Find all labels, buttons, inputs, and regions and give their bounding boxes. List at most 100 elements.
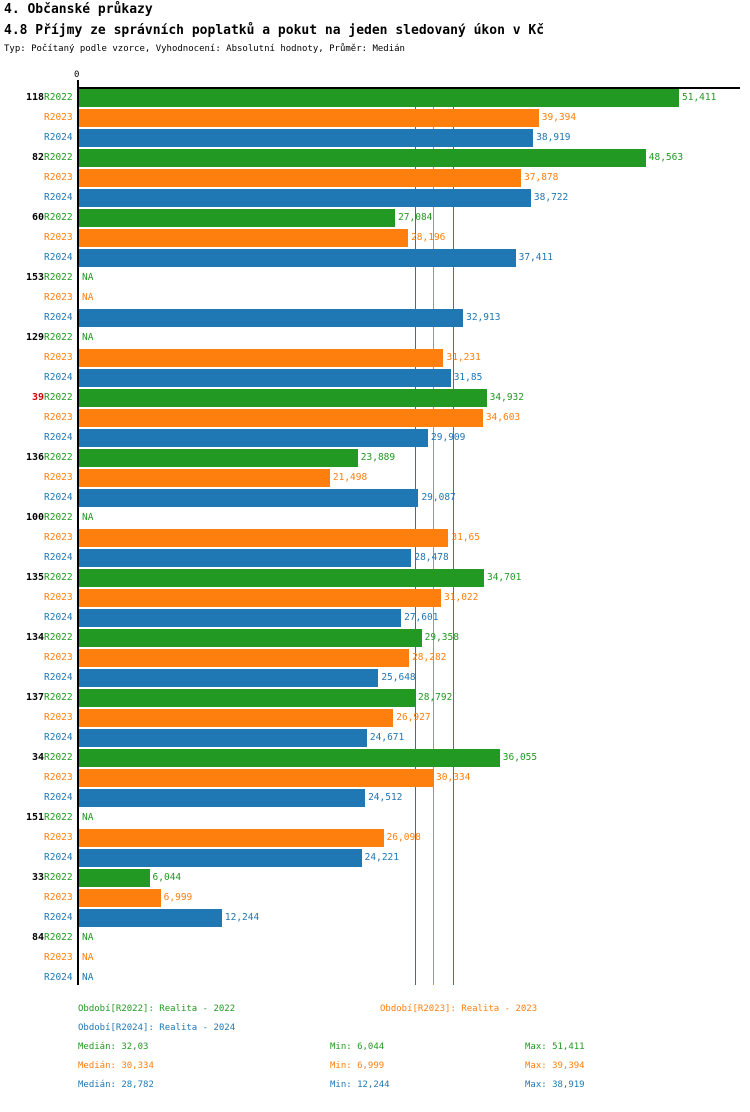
- bar-row[interactable]: R2024 38,919: [0, 129, 750, 147]
- bar-row[interactable]: R2023 26,927: [0, 709, 750, 727]
- bar-row[interactable]: R2022 NA: [0, 509, 750, 527]
- bar-r2022[interactable]: [79, 89, 679, 107]
- bar-r2024[interactable]: [79, 489, 419, 507]
- bar-row[interactable]: R2023 34,603: [0, 409, 750, 427]
- bar-row[interactable]: R2023 39,394: [0, 109, 750, 127]
- series-label-r2024: R2024: [44, 972, 73, 983]
- bar-r2024[interactable]: [79, 609, 402, 627]
- bar-row[interactable]: R2024 24,671: [0, 729, 750, 747]
- series-label-r2024: R2024: [44, 252, 73, 263]
- bar-row[interactable]: R2024 25,648: [0, 669, 750, 687]
- chart-plot-area: 0 118 R2022 51,411 R2023 39,394 R2024 38,919 82…: [0, 70, 750, 995]
- bar-row[interactable]: R2023 NA: [0, 289, 750, 307]
- bar-r2023[interactable]: [79, 889, 161, 907]
- bar-row[interactable]: R2022 48,563: [0, 149, 750, 167]
- bar-row[interactable]: R2024 28,478: [0, 549, 750, 567]
- bar-row[interactable]: R2023 28,282: [0, 649, 750, 667]
- bar-r2023[interactable]: [79, 589, 442, 607]
- bar-row[interactable]: R2022 34,932: [0, 389, 750, 407]
- bar-row[interactable]: R2022 28,792: [0, 689, 750, 707]
- axis-tick: [77, 80, 79, 88]
- bar-row[interactable]: R2023 30,334: [0, 769, 750, 787]
- stat-max: Max: 38,919: [525, 1080, 585, 1090]
- bar-r2024[interactable]: [79, 189, 531, 207]
- bar-row[interactable]: R2023 31,65: [0, 529, 750, 547]
- bar-row[interactable]: R2023 NA: [0, 949, 750, 967]
- bar-r2024[interactable]: [79, 849, 362, 867]
- bar-r2024[interactable]: [79, 249, 516, 267]
- bar-r2022[interactable]: [79, 389, 487, 407]
- bar-row[interactable]: R2024 NA: [0, 969, 750, 987]
- bar-row[interactable]: R2022 NA: [0, 809, 750, 827]
- bar-row[interactable]: R2022 29,358: [0, 629, 750, 647]
- bar-row[interactable]: R2024 29,909: [0, 429, 750, 447]
- bar-row[interactable]: R2022 6,044: [0, 869, 750, 887]
- bar-value-label: 31,85: [453, 372, 483, 383]
- bar-row[interactable]: R2024 12,244: [0, 909, 750, 927]
- bar-row[interactable]: R2023 31,022: [0, 589, 750, 607]
- bar-value-label: 28,792: [418, 692, 453, 703]
- bar-r2023[interactable]: [79, 649, 410, 667]
- bar-row[interactable]: R2022 NA: [0, 329, 750, 347]
- group-label: 60: [31, 212, 44, 223]
- bar-r2022[interactable]: [79, 749, 500, 767]
- bar-row[interactable]: R2024 24,221: [0, 849, 750, 867]
- bar-r2024[interactable]: [79, 789, 366, 807]
- bar-row[interactable]: R2022 27,084: [0, 209, 750, 227]
- series-label-r2024: R2024: [44, 732, 73, 743]
- legend-row-2: Období[R2024]: Realita - 2024: [0, 1019, 750, 1038]
- bar-row[interactable]: R2024 31,85: [0, 369, 750, 387]
- bar-r2022[interactable]: [79, 629, 422, 647]
- bar-row[interactable]: R2022 23,889: [0, 449, 750, 467]
- bar-r2022[interactable]: [79, 449, 358, 467]
- bar-r2022[interactable]: [79, 689, 416, 707]
- bar-r2023[interactable]: [79, 829, 384, 847]
- bar-row[interactable]: R2024 37,411: [0, 249, 750, 267]
- bar-r2022[interactable]: [79, 569, 484, 587]
- bar-r2022[interactable]: [79, 209, 396, 227]
- bar-row[interactable]: R2022 NA: [0, 929, 750, 947]
- bar-row[interactable]: R2023 21,498: [0, 469, 750, 487]
- series-label-r2024: R2024: [44, 492, 73, 503]
- bar-row[interactable]: R2022 36,055: [0, 749, 750, 767]
- bar-row[interactable]: R2024 27,601: [0, 609, 750, 627]
- bar-row[interactable]: R2024 24,512: [0, 789, 750, 807]
- bar-r2023[interactable]: [79, 769, 434, 787]
- bar-r2024[interactable]: [79, 669, 379, 687]
- bar-r2024[interactable]: [79, 369, 451, 387]
- bar-r2023[interactable]: [79, 529, 449, 547]
- bar-r2024[interactable]: [79, 129, 534, 147]
- bar-r2023[interactable]: [79, 709, 394, 727]
- bar-r2023[interactable]: [79, 409, 483, 427]
- bar-row[interactable]: R2022 51,411: [0, 89, 750, 107]
- bar-r2024[interactable]: [79, 909, 222, 927]
- bar-value-label: 27,601: [404, 612, 439, 623]
- bar-row[interactable]: R2024 29,087: [0, 489, 750, 507]
- bar-row[interactable]: R2023 6,999: [0, 889, 750, 907]
- bar-r2024[interactable]: [79, 309, 464, 327]
- group-label: 134: [25, 632, 44, 643]
- bar-r2023[interactable]: [79, 349, 444, 367]
- bar-row[interactable]: R2023 28,196: [0, 229, 750, 247]
- bar-r2022[interactable]: [79, 869, 150, 887]
- bar-r2023[interactable]: [79, 169, 522, 187]
- bar-r2024[interactable]: [79, 729, 367, 747]
- bar-value-label: 28,282: [412, 652, 447, 663]
- bar-r2023[interactable]: [79, 469, 330, 487]
- bar-r2023[interactable]: [79, 109, 539, 127]
- stats-row: Medián: 32,03 Min: 6,044 Max: 51,411: [0, 1038, 750, 1057]
- series-label-r2023: R2023: [44, 892, 73, 903]
- bar-row[interactable]: R2023 31,231: [0, 349, 750, 367]
- bar-row[interactable]: R2024 38,722: [0, 189, 750, 207]
- bar-r2024[interactable]: [79, 429, 429, 447]
- bar-r2022[interactable]: [79, 149, 646, 167]
- series-label-r2024: R2024: [44, 432, 73, 443]
- bar-row[interactable]: R2024 32,913: [0, 309, 750, 327]
- bar-row[interactable]: R2023 37,878: [0, 169, 750, 187]
- bar-row[interactable]: R2023 26,098: [0, 829, 750, 847]
- bar-r2023[interactable]: [79, 229, 409, 247]
- bar-r2024[interactable]: [79, 549, 412, 567]
- stat-median: Medián: 30,334: [78, 1061, 154, 1071]
- bar-row[interactable]: R2022 NA: [0, 269, 750, 287]
- bar-row[interactable]: R2022 34,701: [0, 569, 750, 587]
